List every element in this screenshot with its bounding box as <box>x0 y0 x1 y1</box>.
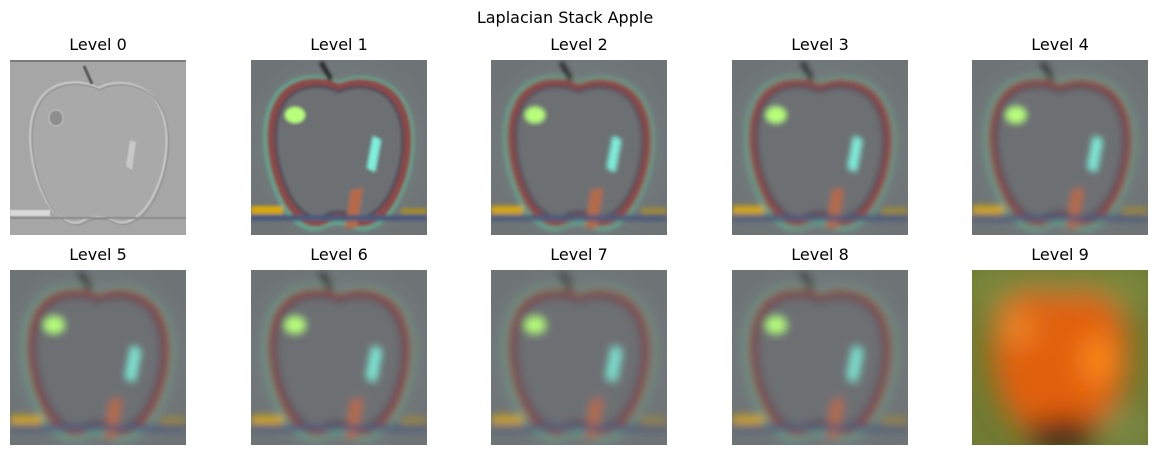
panel-title: Level 4 <box>1031 35 1089 54</box>
panel-title: Level 7 <box>550 245 608 264</box>
panel-title: Level 9 <box>1031 245 1089 264</box>
panel-title: Level 3 <box>791 35 849 54</box>
panel-title: Level 8 <box>791 245 849 264</box>
level-image <box>10 60 186 235</box>
level-image <box>491 60 667 235</box>
figure-title: Laplacian Stack Apple <box>476 8 654 27</box>
level-image <box>10 270 186 445</box>
panel-title: Level 5 <box>69 245 127 264</box>
panel-title: Level 2 <box>550 35 608 54</box>
level-image <box>972 270 1148 445</box>
panel-title: Level 0 <box>69 35 127 54</box>
level-image <box>491 270 667 445</box>
panel-title: Level 1 <box>310 35 368 54</box>
panel-title: Level 6 <box>310 245 368 264</box>
level-image <box>732 60 908 235</box>
level-image <box>972 60 1148 235</box>
level-image <box>251 270 427 445</box>
level-image <box>251 60 427 235</box>
level-image <box>732 270 908 445</box>
